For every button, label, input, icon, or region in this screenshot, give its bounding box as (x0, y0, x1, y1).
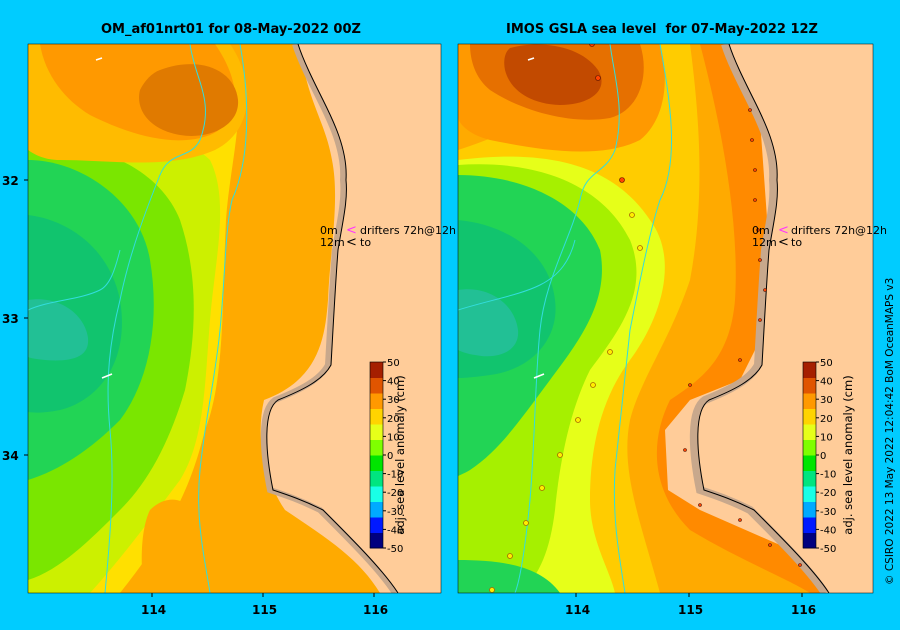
y-tick-33: 33 (2, 312, 19, 326)
colorbar-tick-label: 30 (820, 395, 833, 406)
colorbar-tick-label: 20 (820, 414, 833, 425)
drifter-legend-left: 0m < drifters 72h@12h 12m < to (320, 223, 456, 250)
colorbar-label: adj. sea level anomaly (cm) (393, 375, 407, 534)
colorbar-tick-label: 0 (387, 451, 393, 462)
colorbar-swatch (370, 486, 383, 502)
colorbar-tick-label: -50 (820, 544, 836, 555)
colorbar-swatch (370, 424, 383, 440)
colorbar-tick-label: 0 (820, 451, 826, 462)
colorbar-swatch (370, 408, 383, 425)
legend-depth-12m: 12m (320, 236, 345, 249)
colorbar-right: 50 40 30 20 10 0 -10 -20 -30 -40 -50 adj. sea level… (802, 358, 855, 555)
legend-arrow-black: < (346, 235, 357, 250)
colorbar-swatch (370, 470, 383, 487)
x-tick-left-116: 116 (363, 603, 388, 617)
legend-depth-0m: 0m (752, 224, 770, 237)
legend-depth-12m: 12m (752, 236, 777, 249)
colorbar-tick-label: -10 (820, 470, 836, 481)
colorbar-swatch (803, 501, 816, 518)
colorbar-tick-label: 50 (820, 358, 833, 369)
legend-arrow-magenta: < (346, 223, 357, 238)
colorbar-tick-label: 50 (387, 358, 400, 369)
colorbar-swatch (370, 393, 383, 409)
colorbar-tick-label: 10 (387, 432, 400, 443)
colorbar-swatch (370, 455, 383, 471)
y-tick-34: 34 (2, 449, 19, 463)
colorbar-swatch (370, 377, 383, 394)
x-tick-left-115: 115 (252, 603, 277, 617)
legend-arrow-magenta: < (778, 223, 789, 238)
legend-label-to: to (360, 236, 371, 249)
colorbar-swatch (803, 408, 816, 425)
colorbar-swatch (370, 439, 383, 456)
x-tick-right-115: 115 (678, 603, 703, 617)
panel-right-map (457, 43, 874, 594)
colorbar-tick-label: -20 (820, 488, 836, 499)
panel-left-map (27, 43, 442, 594)
colorbar-swatch (370, 532, 383, 549)
x-tick-right-116: 116 (791, 603, 816, 617)
colorbar-tick-label: -40 (820, 525, 836, 536)
x-tick-left-114: 114 (141, 603, 166, 617)
legend-label-to: to (791, 236, 802, 249)
credit-text: © CSIRO 2022 13 May 2022 12:04:42 BoM Oc… (884, 277, 896, 585)
colorbar-tick-label: 20 (387, 414, 400, 425)
panel-left-title: OM_af01nrt01 for 08-May-2022 00Z (101, 22, 361, 37)
colorbar-swatch (370, 501, 383, 518)
x-axis: 114 115 116 114 115 116 (141, 593, 816, 617)
colorbar-swatch (803, 377, 816, 394)
y-axis: 32 33 34 (2, 174, 28, 463)
colorbar-swatch (370, 517, 383, 533)
colorbar-tick-label: 40 (387, 377, 400, 388)
colorbar-tick-label: 30 (387, 395, 400, 406)
legend-depth-0m: 0m (320, 224, 338, 237)
colorbar-swatch (370, 362, 383, 378)
colorbar-tick-label: -30 (820, 507, 836, 518)
colorbar-swatch (803, 470, 816, 487)
colorbar-tick-label: -40 (387, 525, 403, 536)
colorbar-tick-label: 10 (820, 432, 833, 443)
colorbar-tick-label: -20 (387, 488, 403, 499)
panel-right-title: IMOS GSLA sea level for 07-May-2022 12Z (506, 22, 818, 37)
colorbar-swatch (803, 362, 816, 378)
colorbar-swatch (803, 486, 816, 502)
colorbar-tick-label: 40 (820, 377, 833, 388)
colorbar-tick-label: -30 (387, 507, 403, 518)
drifter-legend-right: 0m < drifters 72h@12h 12m < to (752, 223, 887, 250)
colorbar-tick-label: -10 (387, 470, 403, 481)
colorbar-label: adj. sea level anomaly (cm) (841, 375, 855, 534)
x-tick-right-114: 114 (565, 603, 590, 617)
colorbar-swatch (803, 393, 816, 409)
legend-arrow-black: < (778, 235, 789, 250)
legend-label-drifters: drifters 72h@12h (360, 224, 456, 237)
colorbar-swatch (803, 455, 816, 471)
colorbar-swatch (803, 439, 816, 456)
y-tick-32: 32 (2, 174, 19, 188)
colorbar-left: 50 40 30 20 10 0 -10 -20 -30 -40 -50 adj. sea level… (369, 358, 407, 555)
legend-label-drifters: drifters 72h@12h (791, 224, 887, 237)
colorbar-swatch (803, 517, 816, 533)
colorbar-tick-label: -50 (387, 544, 403, 555)
colorbar-swatch (803, 532, 816, 549)
colorbar-swatch (803, 424, 816, 440)
